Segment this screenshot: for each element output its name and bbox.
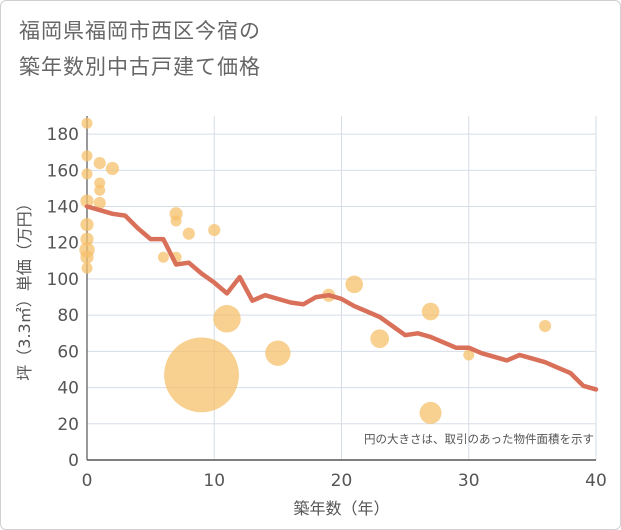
x-tick-label: 40 xyxy=(585,471,607,491)
bubble-point xyxy=(419,401,442,424)
chart-title-line-1: 福岡県福岡市西区今宿の xyxy=(19,19,261,43)
bubble-point xyxy=(182,227,195,240)
trend-line-group xyxy=(84,204,599,392)
bubble-point xyxy=(105,161,120,176)
bubble-point xyxy=(157,251,169,263)
bubble-point xyxy=(421,302,440,321)
y-tick-label: 80 xyxy=(57,306,79,326)
bubble-point xyxy=(265,340,291,366)
bubble-point xyxy=(94,184,106,196)
y-tick-label: 160 xyxy=(47,161,79,181)
x-axis-label: 築年数（年） xyxy=(293,499,389,518)
y-tick-label: 60 xyxy=(57,342,79,362)
bubble-point xyxy=(539,319,552,333)
bubble-point xyxy=(80,218,94,232)
bubble-point xyxy=(81,168,93,180)
x-tick-label: 30 xyxy=(458,471,480,491)
bubble-point xyxy=(81,117,93,129)
bubble-point xyxy=(93,157,106,170)
bubble-point xyxy=(370,329,390,349)
bubble-point xyxy=(80,232,94,246)
bubble-point xyxy=(170,215,182,227)
y-tick-label: 0 xyxy=(68,451,79,471)
bubble-point xyxy=(345,275,364,294)
y-tick-label: 40 xyxy=(57,379,79,399)
trend-line xyxy=(84,204,599,392)
chart-title-line-2: 築年数別中古戸建て価格 xyxy=(19,55,261,79)
tick-labels: 0 20 40 60 80 100 120 140 160 180 0 10 20 30 40 xyxy=(47,125,607,491)
x-tick-label: 20 xyxy=(331,471,353,491)
y-tick-label: 180 xyxy=(47,125,79,145)
grid-lines xyxy=(86,116,597,461)
bubble-point xyxy=(81,262,93,274)
y-axis-label: 坪（3.3㎡）単価（万円） xyxy=(15,195,34,380)
y-tick-label: 140 xyxy=(47,198,79,218)
y-tick-label: 120 xyxy=(47,234,79,254)
bubble-series xyxy=(79,117,552,424)
chart-note: 円の大きさは、取引のあった物件面積を示す xyxy=(364,432,594,446)
y-tick-label: 100 xyxy=(47,270,79,290)
bubble-point xyxy=(213,305,241,333)
bubble-point xyxy=(93,196,106,209)
y-tick-label: 20 xyxy=(57,415,79,435)
chart-title: 福岡県福岡市西区今宿の 築年数別中古戸建て価格 xyxy=(19,13,439,85)
bubble-point xyxy=(208,224,221,237)
x-tick-label: 10 xyxy=(203,471,225,491)
bubble-point xyxy=(80,250,94,264)
bubble-point xyxy=(81,150,93,162)
bubble-point xyxy=(80,194,94,208)
x-tick-label: 0 xyxy=(82,471,93,491)
bubble-point xyxy=(164,337,239,413)
bubble-point xyxy=(463,349,475,361)
